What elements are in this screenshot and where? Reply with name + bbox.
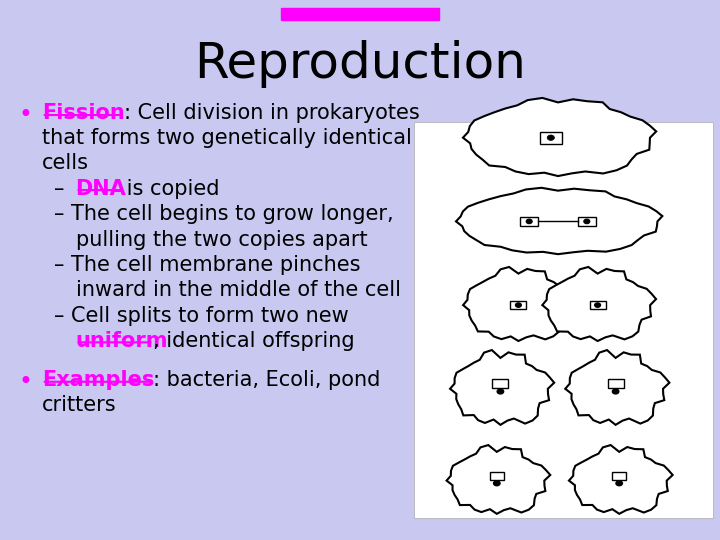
Text: : Cell division in prokaryotes: : Cell division in prokaryotes: [124, 103, 420, 123]
Bar: [490, 472, 504, 481]
Text: DNA: DNA: [76, 179, 126, 199]
Text: : bacteria, Ecoli, pond: : bacteria, Ecoli, pond: [153, 370, 381, 390]
Text: critters: critters: [42, 395, 117, 415]
Polygon shape: [450, 350, 554, 425]
Polygon shape: [463, 98, 656, 176]
Polygon shape: [446, 445, 550, 514]
Polygon shape: [569, 445, 672, 514]
Bar: [590, 301, 606, 309]
Text: is copied: is copied: [120, 179, 220, 199]
Text: Reproduction: Reproduction: [194, 40, 526, 89]
Bar: [521, 217, 539, 226]
Bar: [492, 379, 508, 388]
Bar: [612, 472, 626, 481]
Ellipse shape: [494, 481, 500, 486]
Text: inward in the middle of the cell: inward in the middle of the cell: [76, 280, 400, 300]
Polygon shape: [542, 267, 656, 341]
Ellipse shape: [547, 135, 554, 140]
Text: –: –: [54, 179, 71, 199]
Ellipse shape: [526, 219, 532, 224]
Ellipse shape: [616, 481, 623, 486]
Ellipse shape: [612, 389, 619, 394]
Text: that forms two genetically identical: that forms two genetically identical: [42, 128, 412, 148]
Ellipse shape: [595, 303, 600, 307]
Text: – The cell membrane pinches: – The cell membrane pinches: [54, 255, 361, 275]
Text: •: •: [18, 103, 32, 126]
Bar: [608, 379, 624, 388]
Text: Fission: Fission: [42, 103, 125, 123]
Text: , identical offspring: , identical offspring: [153, 331, 355, 351]
Text: •: •: [18, 370, 32, 394]
Bar: [510, 301, 526, 309]
Polygon shape: [565, 350, 670, 425]
Bar: [540, 132, 562, 144]
Text: uniform: uniform: [76, 331, 168, 351]
Text: cells: cells: [42, 153, 89, 173]
Polygon shape: [456, 188, 662, 254]
Bar: [281, 8, 439, 20]
Polygon shape: [463, 267, 577, 341]
Ellipse shape: [498, 389, 504, 394]
Text: pulling the two copies apart: pulling the two copies apart: [76, 230, 367, 249]
Text: – Cell splits to form two new: – Cell splits to form two new: [54, 306, 348, 326]
Text: Examples: Examples: [42, 370, 154, 390]
Ellipse shape: [584, 219, 590, 224]
Text: – The cell begins to grow longer,: – The cell begins to grow longer,: [54, 204, 394, 224]
Bar: [414, 122, 713, 518]
Ellipse shape: [516, 303, 521, 307]
Bar: [578, 217, 596, 226]
